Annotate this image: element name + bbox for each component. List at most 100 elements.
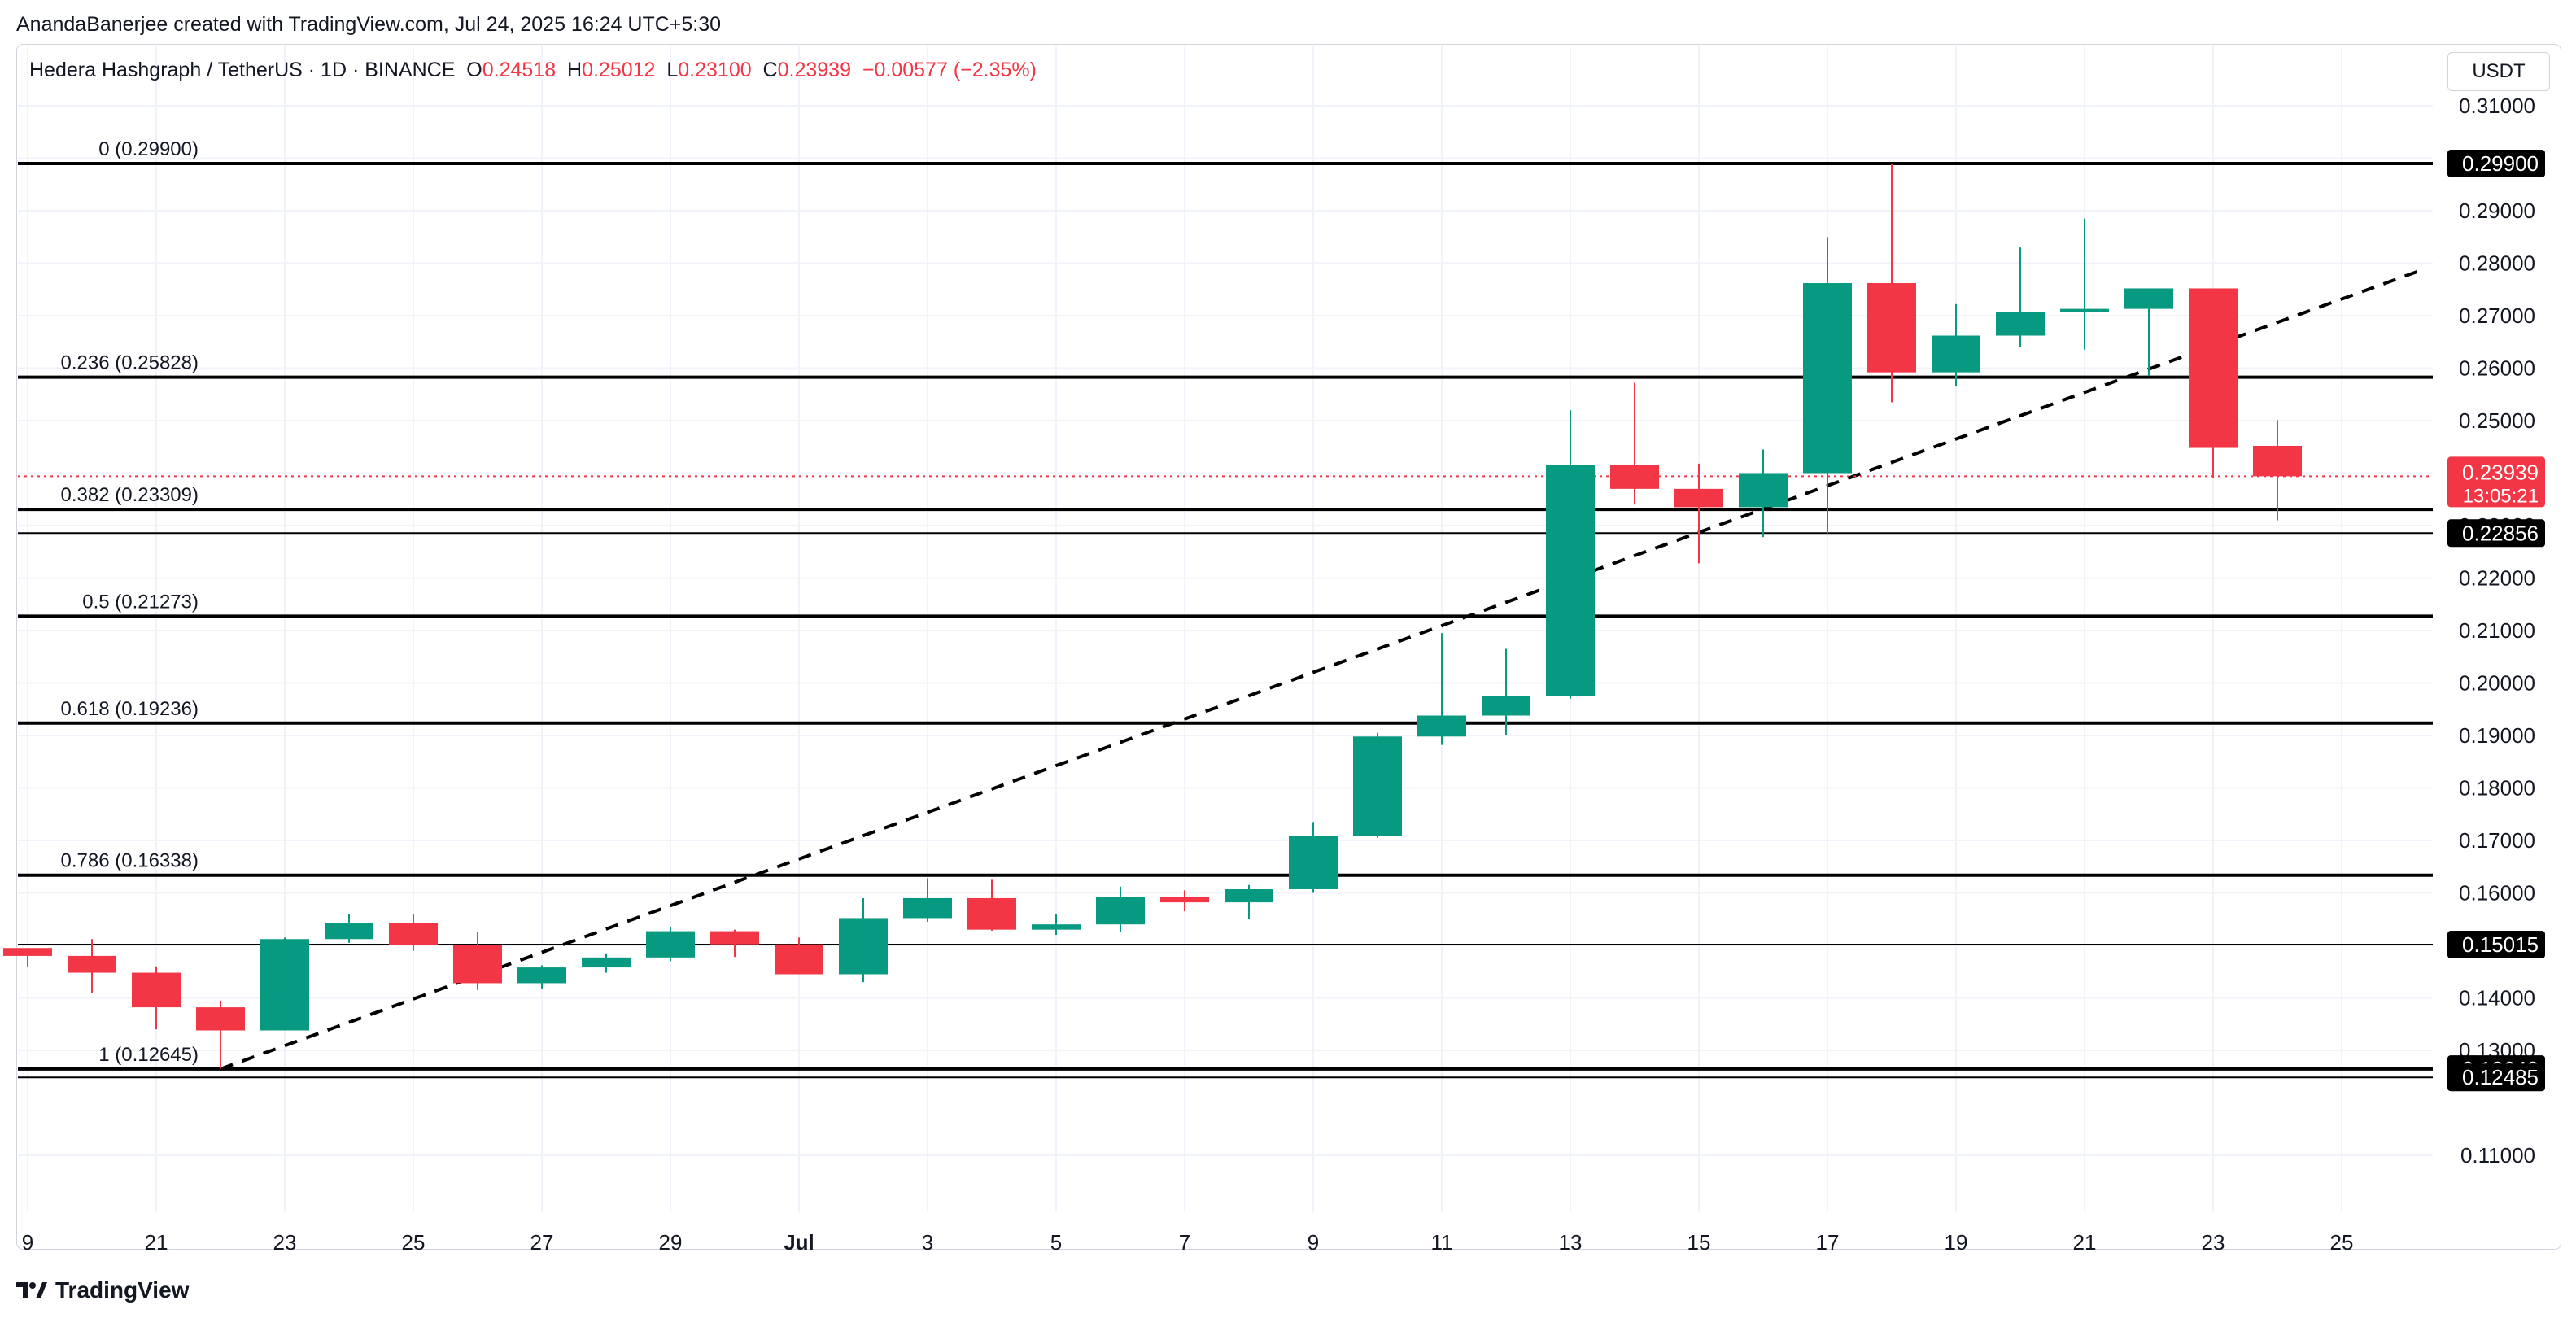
candle-body [196,1007,245,1031]
grid-lines [18,46,2433,1212]
candle-body [1610,465,1659,489]
candle-body [903,897,952,919]
low-label: L [666,59,679,81]
time-tick-label: 5 [1050,1230,1062,1255]
time-axis: 9 21 23 25 27 29 Jul 3 5 7 9 11 13 15 17 19 21 23 25 [22,1230,2354,1255]
fib-level-label: 0.5 (0.21273) [82,591,199,613]
fib-level-label: 0.618 (0.19236) [61,698,199,720]
price-tag-bg [2447,931,2545,959]
close-value: 0.23939 [777,59,851,81]
time-tick-label: 25 [402,1230,426,1255]
fib-level-label: 1 (0.12645) [98,1044,199,1066]
tradingview-logo[interactable]: TradingView [16,1277,189,1303]
candle-body [325,923,373,940]
time-tick-label: 19 [1945,1230,1968,1255]
candle-body [1417,715,1466,737]
time-tick-label: 21 [2073,1230,2097,1255]
candle-body [260,939,309,1031]
candle-body [1289,836,1338,889]
candle-body [1032,924,1081,930]
countdown-tag: 13:05:21 [2463,485,2539,507]
fib-level-label: 0 (0.29900) [98,138,199,160]
candle-body [1867,283,1916,373]
candle-body [710,931,759,945]
price-tick-label: 0.21000 [2459,618,2535,643]
price-tick-label: 0.18000 [2459,776,2535,801]
high-value: 0.25012 [582,59,656,81]
price-tick-label: 0.17000 [2459,828,2535,853]
price-tick-label: 0.29000 [2459,199,2535,223]
candle-body [1160,897,1209,903]
trendline [18,269,2433,1071]
candle-body [389,923,438,945]
fibonacci-levels: 0 (0.29900) 0.236 (0.25828) 0.382 (0.23309… [18,138,2433,1071]
time-tick-label: 3 [922,1230,933,1255]
tradingview-logo-icon [16,1282,47,1298]
open-value: 0.24518 [482,59,557,81]
fib-level-label: 0.382 (0.23309) [61,484,199,506]
change-value: −0.00577 (−2.35%) [862,59,1037,81]
candle-body [2189,288,2238,448]
candle-body [967,897,1016,930]
price-tick-label: 0.20000 [2459,671,2535,696]
price-tick-label: 0.27000 [2459,303,2535,328]
price-tag: 0.29900 [2462,151,2539,176]
time-tick-label: 17 [1816,1230,1840,1255]
time-tick-label: 23 [273,1230,297,1255]
price-tick-label: 0.16000 [2459,881,2535,906]
candle-body [1096,897,1145,925]
symbol-title[interactable]: Hedera Hashgraph / TetherUS · 1D · BINAN… [29,59,456,81]
price-tick-label: 0.22000 [2459,566,2535,591]
candle-body [1932,335,1980,373]
candle-body [1353,736,1402,836]
time-tick-label: 23 [2202,1230,2225,1255]
price-tags: 0.299000.228560.150150.126420.124850.239… [2447,149,2545,1092]
price-tag: 0.15015 [2462,932,2539,957]
candle-body [1739,473,1788,508]
candle-body [68,955,116,973]
candle-body [1674,488,1723,508]
price-tick-label: 0.25000 [2459,408,2535,433]
price-tick-label: 0.28000 [2459,251,2535,276]
time-tick-label: 9 [22,1230,33,1255]
time-tick-label: 21 [145,1230,168,1255]
price-tag: 0.12485 [2462,1065,2539,1089]
price-tick-label: 0.31000 [2459,94,2535,118]
candle-body [1996,312,2045,336]
fib-level-label: 0.786 (0.16338) [61,850,199,872]
candle-body [1482,696,1530,716]
candle-body [2253,445,2302,477]
candles [3,163,2302,1069]
current-price-tag: 0.23939 [2462,460,2539,484]
fib-level-label: 0.236 (0.25828) [61,352,199,374]
currency-unit-button[interactable]: USDT [2447,52,2550,91]
candle-body [839,918,888,975]
high-label: H [567,59,583,81]
time-tick-label: 27 [530,1230,554,1255]
candle-body [2060,308,2109,312]
price-tick-label: 0.19000 [2459,723,2535,748]
time-tick-label: 7 [1179,1230,1190,1255]
time-tick-label: 9 [1308,1230,1319,1255]
tradingview-brand: TradingView [55,1277,190,1303]
time-tick-label: 29 [659,1230,683,1255]
candle-body [3,948,52,956]
current-price-tag-bg [2447,456,2545,508]
time-tick-label: 13 [1559,1230,1583,1255]
chart-credit: AnandaBanerjee created with TradingView.… [16,13,722,36]
price-tag-bg [2447,149,2545,177]
candle-body [2124,288,2173,309]
time-tick-label: Jul [784,1230,814,1255]
candle-body [453,945,502,984]
time-tick-label: 25 [2330,1230,2354,1255]
price-tick-label: 0.14000 [2459,986,2535,1010]
low-value: 0.23100 [678,59,752,81]
price-tag: 0.22856 [2462,521,2539,545]
candle-body [775,944,823,975]
price-tick-label: 0.11000 [2460,1143,2535,1167]
candle-body [1803,283,1852,474]
open-label: O [466,59,482,81]
trendline-dashed [220,269,2420,1071]
time-tick-label: 15 [1687,1230,1711,1255]
